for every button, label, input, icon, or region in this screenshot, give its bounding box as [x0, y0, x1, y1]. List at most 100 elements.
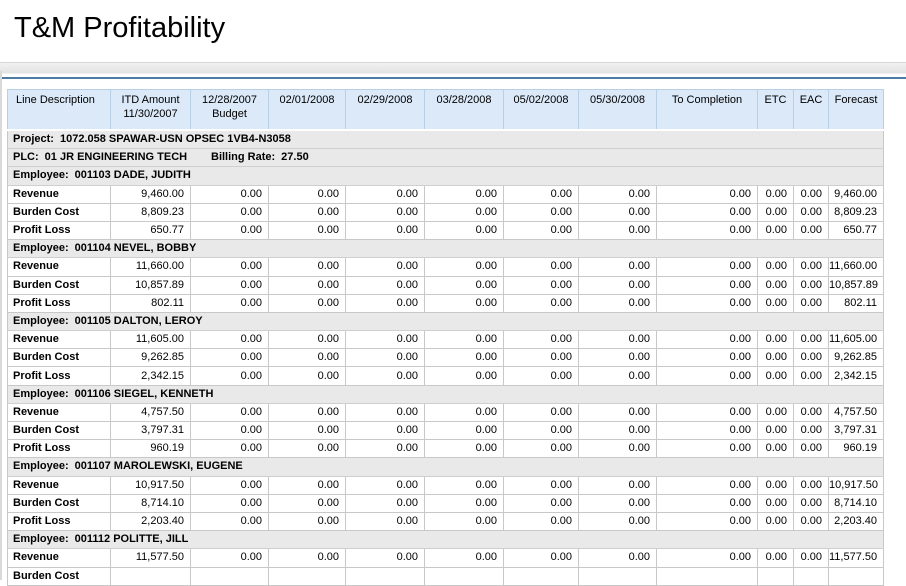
- line-description-cell: Burden Cost: [7, 420, 111, 441]
- data-row: Revenue 9,460.00 0.00 0.00 0.00 0.00 0.00 0.00 0…: [7, 184, 884, 204]
- value-cell: 9,262.85: [110, 348, 191, 368]
- value-cell: 0.00: [656, 275, 758, 295]
- employee-label: Employee:: [13, 242, 69, 255]
- value-cell: 0.00: [268, 348, 346, 368]
- data-row: Revenue 11,577.50 0.00 0.00 0.00 0.00 0.00 0.00…: [7, 548, 884, 568]
- value-cell: 0.00: [268, 420, 346, 441]
- employee-label: Employee:: [13, 460, 69, 473]
- data-row: Profit Loss 650.77 0.00 0.00 0.00 0.00 0.00 0.0…: [7, 220, 884, 241]
- data-row: Burden Cost 3,797.31 0.00 0.00 0.00 0.00 0.00 0…: [7, 420, 884, 441]
- value-cell: 0.00: [793, 220, 829, 241]
- value-cell: 0.00: [424, 402, 504, 423]
- value-cell: 11,605.00: [110, 330, 191, 350]
- value-cell: 2,203.40: [828, 511, 884, 532]
- value-cell: 0.00: [656, 330, 758, 350]
- value-cell: 3,797.31: [828, 420, 884, 441]
- value-cell: 0.00: [757, 293, 794, 313]
- accent-rule: [0, 77, 906, 79]
- employee-label: Employee:: [13, 387, 69, 400]
- col-header-period-4: 05/02/2008: [503, 89, 579, 131]
- value-cell: 802.11: [110, 293, 191, 313]
- value-cell: 0.00: [424, 511, 504, 532]
- value-cell: 0.00: [757, 493, 794, 513]
- employee-group-row: Employee: 001112 POLITTE, JILL: [7, 530, 884, 550]
- value-cell: 0.00: [268, 439, 346, 459]
- value-cell: 0.00: [345, 348, 425, 368]
- value-cell: 0.00: [503, 511, 579, 532]
- employee-group-label: Employee: 001106 SIEGEL, KENNETH: [7, 384, 884, 404]
- value-cell: 0.00: [656, 511, 758, 532]
- value-cell: 960.19: [828, 439, 884, 459]
- value-cell: 0.00: [793, 402, 829, 423]
- value-cell: 0.00: [793, 348, 829, 368]
- project-group-row: Project: 1072.058 SPAWAR-USN OPSEC 1VB4-N…: [7, 129, 884, 150]
- col-header-itd-amount: ITD Amount 11/30/2007: [110, 89, 191, 131]
- value-cell: 0.00: [578, 475, 657, 495]
- value-cell: 650.77: [828, 220, 884, 241]
- value-cell: 0.00: [503, 220, 579, 241]
- value-cell: 0.00: [190, 293, 269, 313]
- value-cell: 0.00: [793, 366, 829, 386]
- value-cell: 0.00: [424, 257, 504, 277]
- value-cell: 0.00: [345, 402, 425, 423]
- value-cell: 0.00: [503, 366, 579, 386]
- value-cell: 4,757.50: [828, 402, 884, 423]
- plc-group-row: PLC: 01 JR ENGINEERING TECH Billing Rate:…: [7, 148, 884, 168]
- value-cell: 2,203.40: [110, 511, 191, 532]
- value-cell: 8,809.23: [110, 202, 191, 222]
- line-description-cell: Revenue: [7, 184, 111, 204]
- employee-group-label: Employee: 001112 POLITTE, JILL: [7, 530, 884, 550]
- value-cell: 0.00: [578, 293, 657, 313]
- value-cell: 0.00: [345, 439, 425, 459]
- value-cell: 4,757.50: [110, 402, 191, 423]
- value-cell: 10,857.89: [828, 275, 884, 295]
- employee-group-label: Employee: 001103 DADE, JUDITH: [7, 166, 884, 186]
- value-cell: 0.00: [793, 493, 829, 513]
- value-cell: 10,857.89: [110, 275, 191, 295]
- col-header-to-completion: To Completion: [656, 89, 758, 131]
- value-cell: 0.00: [190, 330, 269, 350]
- value-cell: 650.77: [110, 220, 191, 241]
- value-cell: 0.00: [578, 420, 657, 441]
- value-cell: 3,797.31: [110, 420, 191, 441]
- value-cell: 9,460.00: [828, 184, 884, 204]
- value-cell: 0.00: [345, 220, 425, 241]
- value-cell: 0.00: [268, 257, 346, 277]
- value-cell: 0.00: [268, 330, 346, 350]
- employee-group-row: Employee: 001105 DALTON, LEROY: [7, 311, 884, 332]
- data-row: Burden Cost: [7, 566, 884, 586]
- value-cell: 0.00: [793, 202, 829, 222]
- value-cell: 0.00: [424, 184, 504, 204]
- value-cell: 0.00: [503, 420, 579, 441]
- value-cell: 0.00: [190, 366, 269, 386]
- data-row: Profit Loss 2,342.15 0.00 0.00 0.00 0.00 0.00 0…: [7, 366, 884, 386]
- value-cell: 0.00: [656, 439, 758, 459]
- value-cell: 8,714.10: [828, 493, 884, 513]
- data-row: Burden Cost 8,714.10 0.00 0.00 0.00 0.00 0.00 0…: [7, 493, 884, 513]
- value-cell: 0.00: [793, 420, 829, 441]
- value-cell: 0.00: [424, 348, 504, 368]
- value-cell: 0.00: [190, 439, 269, 459]
- col-header-eac: EAC: [793, 89, 829, 131]
- col-header-line-description: Line Description: [7, 89, 111, 131]
- profitability-table: Line Description ITD Amount 11/30/2007 1…: [7, 89, 884, 586]
- billing-rate-value: 27.50: [281, 151, 309, 164]
- value-cell: 0.00: [268, 184, 346, 204]
- value-cell: 0.00: [578, 402, 657, 423]
- value-cell: 0.00: [424, 330, 504, 350]
- line-description-cell: Burden Cost: [7, 275, 111, 295]
- value-cell: 0.00: [656, 220, 758, 241]
- value-cell: 0.00: [424, 493, 504, 513]
- value-cell: 0.00: [656, 348, 758, 368]
- value-cell: 0.00: [578, 330, 657, 350]
- value-cell: 0.00: [656, 548, 758, 568]
- col-header-etc: ETC: [757, 89, 794, 131]
- page-title: T&M Profitability: [14, 12, 226, 44]
- project-label: Project:: [13, 133, 54, 146]
- value-cell: 0.00: [793, 184, 829, 204]
- line-description-cell: Profit Loss: [7, 220, 111, 241]
- value-cell: 0.00: [503, 202, 579, 222]
- value-cell: 0.00: [793, 275, 829, 295]
- employee-group-label: Employee: 001104 NEVEL, BOBBY: [7, 239, 884, 259]
- value-cell: 0.00: [656, 293, 758, 313]
